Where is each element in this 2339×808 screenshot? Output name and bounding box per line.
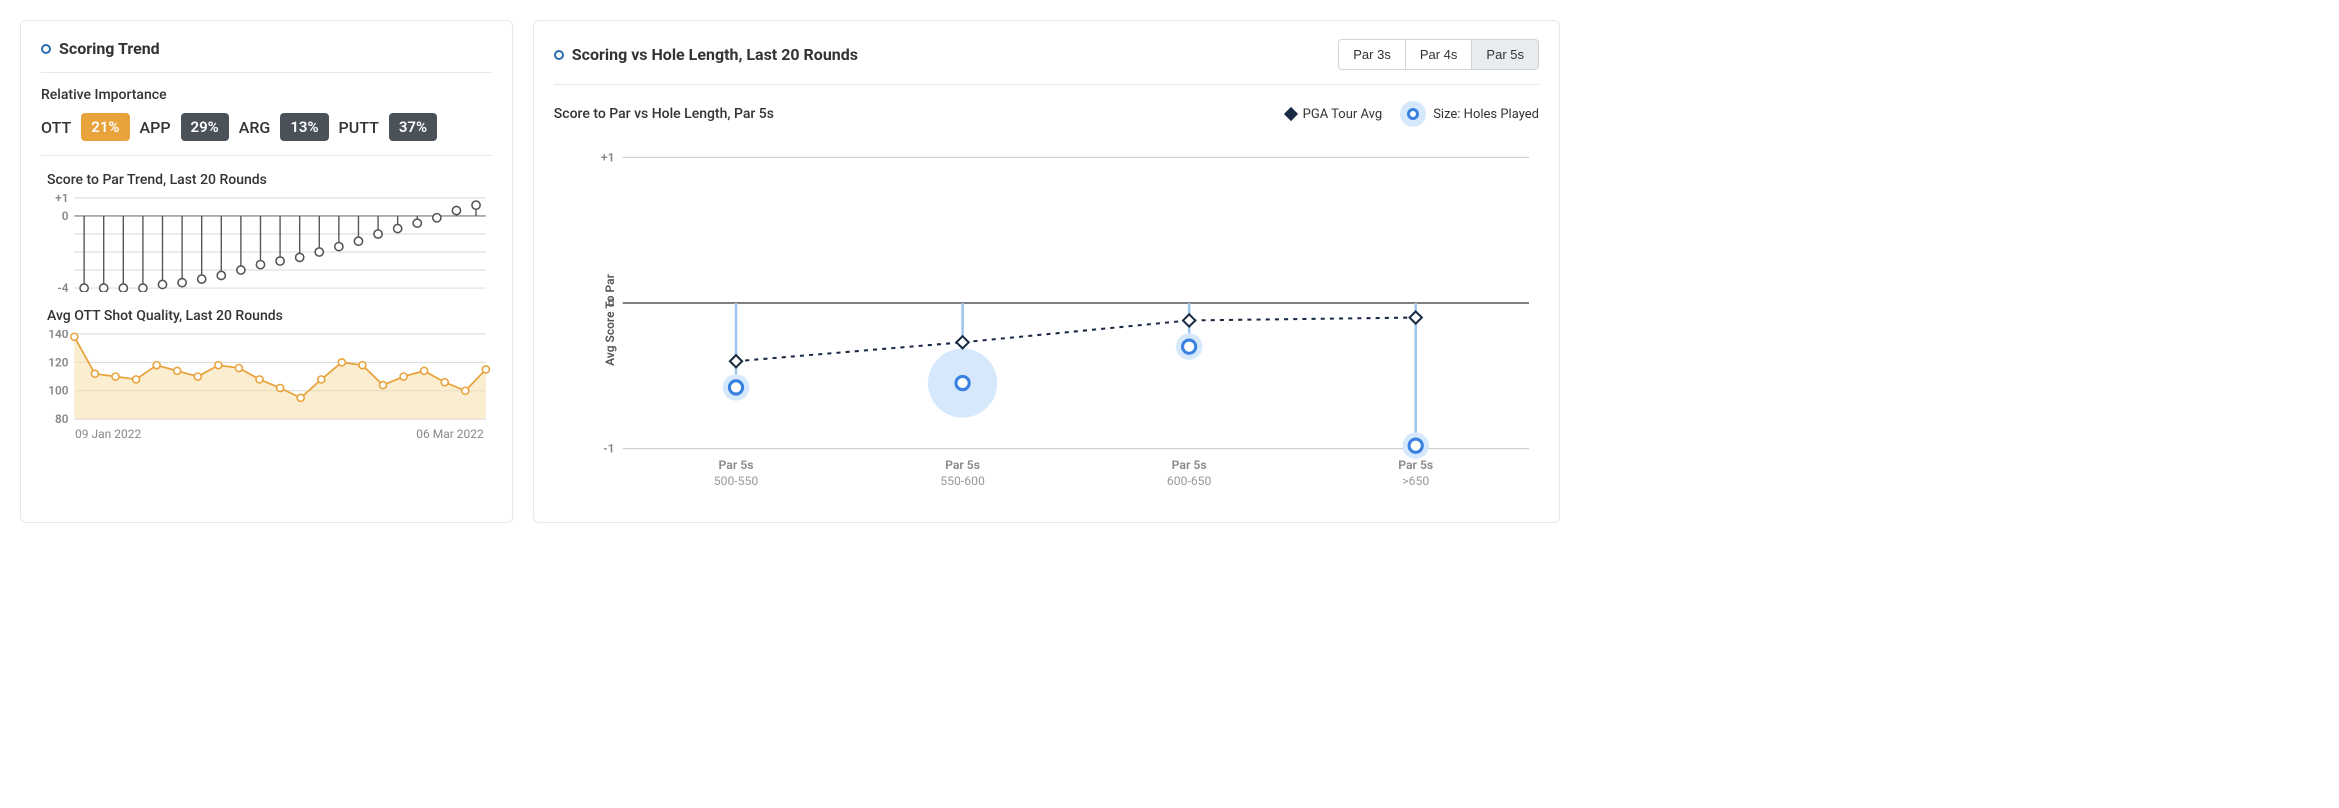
svg-text:600-650: 600-650: [1167, 474, 1212, 488]
chart-subtitle: Score to Par vs Hole Length, Par 5s: [554, 106, 774, 122]
date-end: 06 Mar 2022: [416, 427, 484, 441]
card-header: Scoring vs Hole Length, Last 20 Rounds P…: [554, 39, 1539, 85]
svg-text:Par 5s: Par 5s: [945, 458, 980, 472]
scoring-trend-card: Scoring Trend Relative Importance OTT 21%…: [20, 20, 513, 523]
importance-label-putt: PUTT: [339, 118, 379, 137]
date-start: 09 Jan 2022: [75, 427, 141, 441]
ott-chart-title: Avg OTT Shot Quality, Last 20 Rounds: [47, 308, 492, 324]
importance-label-arg: ARG: [239, 118, 271, 137]
svg-text:550-600: 550-600: [940, 474, 985, 488]
importance-badge-app[interactable]: 29%: [181, 113, 229, 141]
ott-chart: 140 120 100 80: [41, 330, 492, 423]
svg-text:Par 5s: Par 5s: [718, 458, 753, 472]
par-tab-group: Par 3sPar 4sPar 5s: [1338, 39, 1539, 70]
importance-row: OTT 21% APP 29% ARG 13% PUTT 37%: [41, 113, 492, 141]
diamond-icon: [1284, 107, 1298, 121]
svg-text:0: 0: [62, 209, 69, 223]
svg-text:-4: -4: [57, 281, 68, 292]
svg-text:Par 5s: Par 5s: [1171, 458, 1206, 472]
svg-text:140: 140: [48, 330, 68, 341]
importance-badge-putt[interactable]: 37%: [389, 113, 437, 141]
legend-pga: PGA Tour Avg: [1286, 107, 1383, 122]
importance-badge-ott[interactable]: 21%: [81, 113, 129, 141]
svg-text:>650: >650: [1402, 474, 1429, 488]
bubble-icon: [1400, 101, 1426, 127]
legend-size: Size: Holes Played: [1400, 101, 1539, 127]
svg-text:-1: -1: [603, 442, 614, 456]
card-title: Scoring Trend: [59, 39, 160, 58]
subtitle-row: Score to Par vs Hole Length, Par 5s PGA …: [554, 101, 1539, 127]
hole-length-chart: +10-1Par 5s500-550Par 5s550-600Par 5s600…: [582, 137, 1539, 504]
importance-label: Relative Importance: [41, 87, 492, 103]
svg-text:100: 100: [48, 384, 68, 398]
importance-badge-arg[interactable]: 13%: [280, 113, 328, 141]
tab-par-5s[interactable]: Par 5s: [1472, 40, 1538, 69]
svg-text:500-550: 500-550: [714, 474, 759, 488]
date-axis: 09 Jan 2022 06 Mar 2022: [41, 423, 492, 441]
y-axis-label: Avg Score To Par: [603, 274, 617, 366]
trend-chart: +1 0 -4: [41, 194, 492, 292]
hole-length-card: Scoring vs Hole Length, Last 20 Rounds P…: [533, 20, 1560, 523]
svg-text:Par 5s: Par 5s: [1398, 458, 1433, 472]
bullet-icon: [554, 50, 564, 60]
tab-par-3s[interactable]: Par 3s: [1339, 40, 1406, 69]
svg-text:+1: +1: [55, 194, 68, 205]
divider: [41, 155, 492, 156]
svg-text:120: 120: [48, 355, 68, 369]
legend: PGA Tour Avg Size: Holes Played: [1286, 101, 1539, 127]
trend-chart-title: Score to Par Trend, Last 20 Rounds: [47, 172, 492, 188]
tab-par-4s[interactable]: Par 4s: [1406, 40, 1473, 69]
legend-size-label: Size: Holes Played: [1433, 107, 1539, 122]
legend-pga-label: PGA Tour Avg: [1303, 107, 1383, 122]
card-header: Scoring Trend: [41, 39, 492, 73]
importance-label-ott: OTT: [41, 118, 71, 137]
bullet-icon: [41, 44, 51, 54]
card-title: Scoring vs Hole Length, Last 20 Rounds: [572, 45, 858, 64]
svg-text:+1: +1: [601, 150, 615, 164]
svg-text:80: 80: [55, 412, 69, 423]
importance-label-app: APP: [140, 118, 171, 137]
